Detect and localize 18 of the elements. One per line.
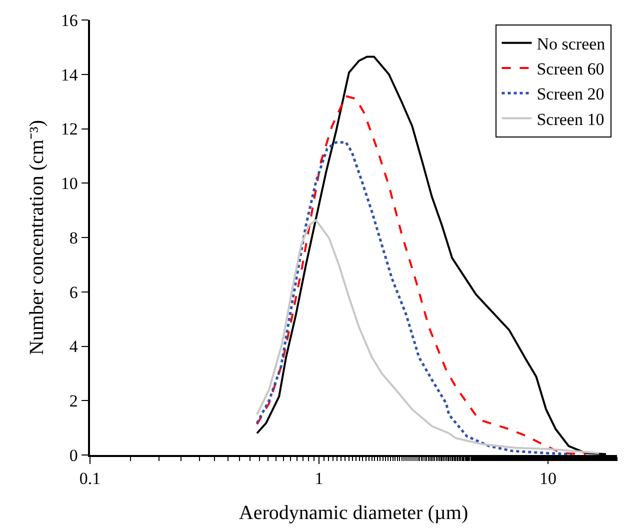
y-tick-label: 8: [69, 228, 78, 248]
legend-label: No screen: [536, 34, 606, 54]
x-tick-label: 10: [540, 469, 557, 488]
legend-label: Screen 60: [536, 60, 604, 79]
y-tick-label: 6: [69, 282, 78, 302]
x-axis-title: Aerodynamic diameter (µm): [238, 502, 468, 524]
y-axis-title: Number concentration (cm⁻³): [26, 120, 48, 356]
y-tick-label: 0: [69, 446, 78, 465]
x-tick-label: 1: [314, 469, 324, 488]
legend-label: Screen 20: [536, 84, 604, 104]
x-tick-label: 0.1: [79, 469, 101, 488]
y-tick-label: 12: [60, 120, 78, 139]
y-tick-label: 4: [69, 337, 78, 356]
y-tick-label: 14: [60, 65, 78, 84]
legend-label: Screen 10: [536, 110, 604, 129]
y-tick-label: 10: [60, 174, 78, 194]
y-tick-label: 2: [69, 392, 78, 411]
y-tick-label: 16: [60, 10, 78, 30]
